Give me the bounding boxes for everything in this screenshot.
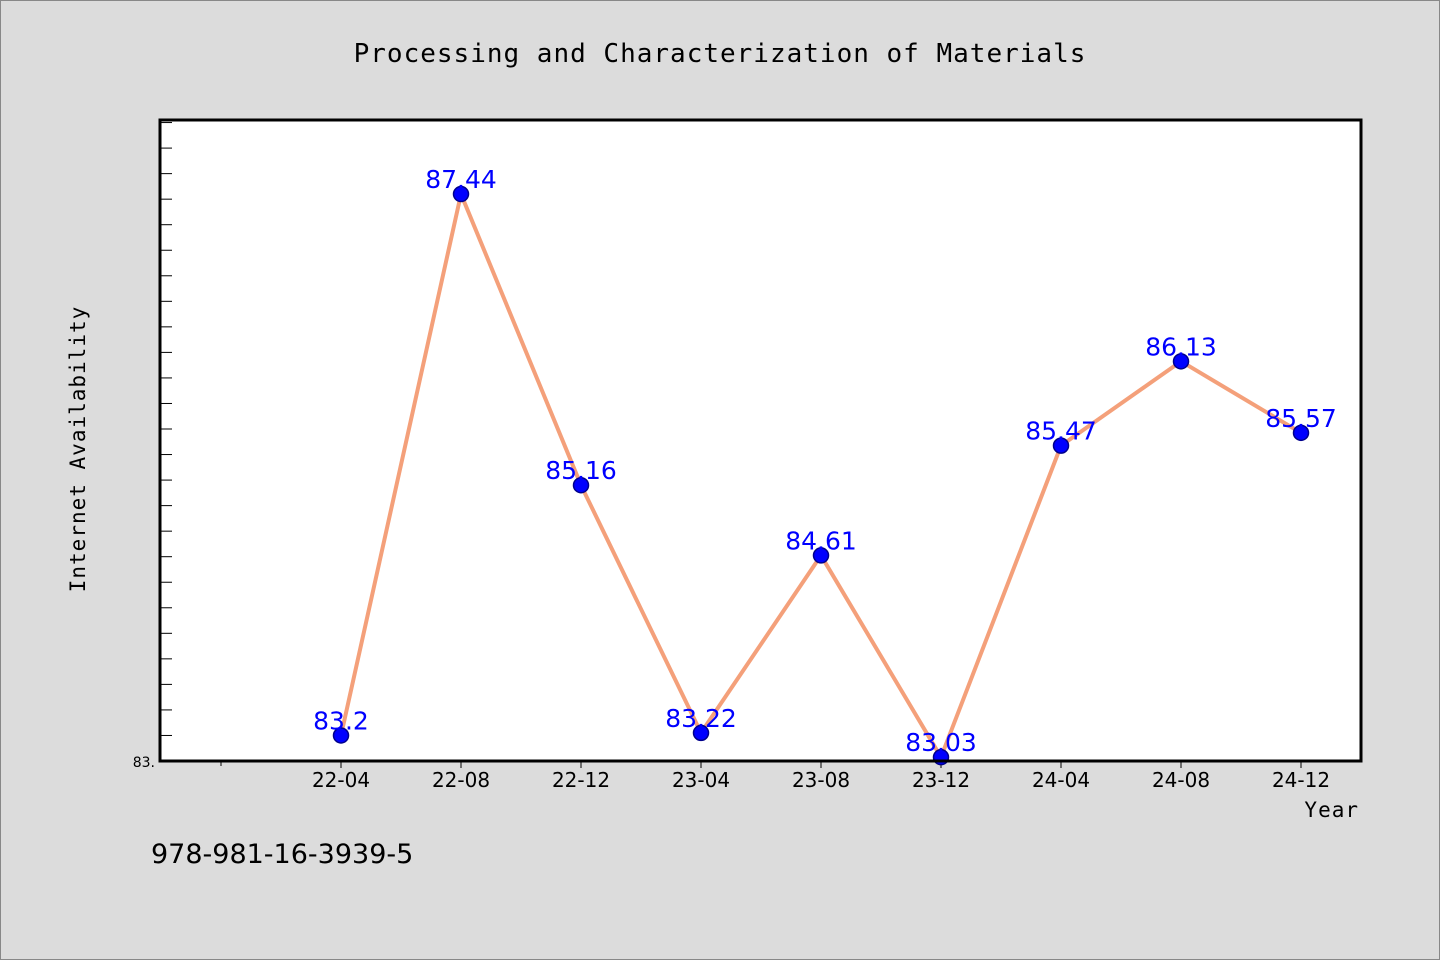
data-points xyxy=(332,185,1310,766)
x-tick-label: 24-04 xyxy=(1032,768,1090,792)
x-tick-label: 23-04 xyxy=(672,768,730,792)
data-point xyxy=(1292,424,1310,442)
data-label: 85.16 xyxy=(545,456,617,485)
x-axis-label: Year xyxy=(1304,798,1359,822)
data-point xyxy=(1172,353,1190,370)
footnote-isbn: 978-981-16-3939-5 xyxy=(151,839,413,870)
x-tick-label: 24-08 xyxy=(1152,768,1210,792)
data-label: 84.61 xyxy=(785,526,857,555)
x-tick-label: 22-12 xyxy=(552,768,610,792)
chart-title: Processing and Characterization of Mater… xyxy=(354,39,1087,69)
data-label: 83.22 xyxy=(665,704,737,733)
x-tick-label: 22-08 xyxy=(432,768,490,792)
data-labels: 83.2 87.44 85.16 83.22 84.61 83.03 85.47 86.13 8… xyxy=(313,165,1337,757)
data-point xyxy=(452,185,470,203)
x-tick-label: 23-12 xyxy=(912,768,970,792)
x-axis-ticks: 22-04 22-08 22-12 23-04 23-08 23-12 24-04 24-08… xyxy=(220,761,1330,792)
data-point xyxy=(1052,437,1070,454)
data-label: 85.47 xyxy=(1025,417,1097,446)
plot-area xyxy=(160,120,1361,761)
data-label: 85.57 xyxy=(1265,404,1337,433)
y-axis-label: Internet Availability xyxy=(66,306,90,593)
data-label: 86.13 xyxy=(1145,332,1217,361)
data-point xyxy=(812,547,830,564)
x-tick-label: 23-08 xyxy=(792,768,850,792)
data-label: 83.2 xyxy=(313,706,369,735)
data-point xyxy=(692,724,710,742)
y-tick-label: 83. xyxy=(133,755,155,771)
data-point xyxy=(332,727,350,744)
data-label: 87.44 xyxy=(425,165,497,194)
x-tick-label: 22-04 xyxy=(312,768,370,792)
x-tick-label: 24-12 xyxy=(1272,768,1330,792)
y-axis-ticks xyxy=(160,122,172,736)
data-point xyxy=(572,476,590,494)
data-label: 83.03 xyxy=(905,728,977,757)
plot-frame xyxy=(158,118,1363,763)
